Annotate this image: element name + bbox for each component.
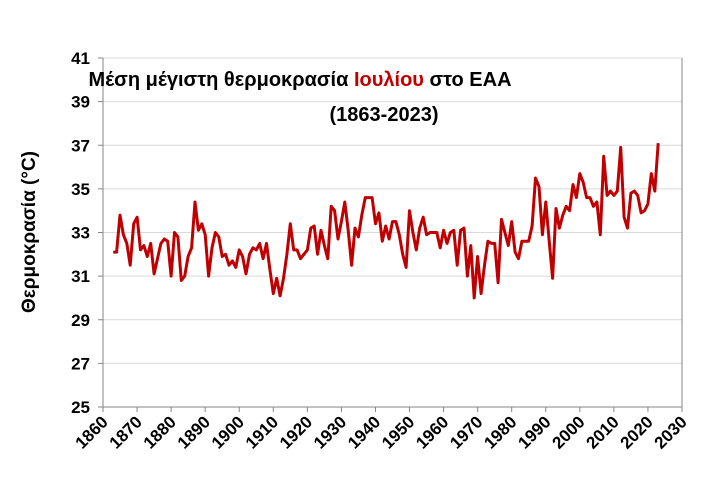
x-tick-label: 1900 bbox=[208, 412, 248, 452]
chart-subtitle: (1863-2023) bbox=[330, 104, 439, 126]
axes bbox=[98, 57, 683, 412]
title-part-3: στο ΕΑΑ bbox=[424, 69, 512, 91]
y-tick-label: 29 bbox=[71, 311, 90, 330]
x-tick-label: 1960 bbox=[412, 412, 452, 452]
y-tick-labels: 25 27 29 31 33 35 37 39 41 bbox=[71, 49, 90, 417]
title-part-1: Μέση μέγιστη θερμοκρασία bbox=[88, 69, 354, 91]
x-tick-label: 1950 bbox=[378, 412, 418, 452]
y-tick-label: 25 bbox=[71, 398, 90, 417]
y-tick-label: 31 bbox=[71, 267, 90, 286]
x-tick-label: 1890 bbox=[174, 412, 214, 452]
y-tick-label: 41 bbox=[71, 49, 90, 68]
x-tick-labels: 1860187018801890190019101920193019401950… bbox=[72, 412, 691, 452]
x-tick-label: 2020 bbox=[617, 412, 657, 452]
x-tick-label: 2030 bbox=[651, 412, 691, 452]
y-tick-label: 37 bbox=[71, 136, 90, 155]
y-axis-label: Θερμοκρασία (°C) bbox=[19, 151, 40, 313]
x-tick-label: 2000 bbox=[548, 412, 588, 452]
y-tick-label: 27 bbox=[71, 354, 90, 373]
y-tick-label: 33 bbox=[71, 224, 90, 243]
y-tick-label: 39 bbox=[71, 93, 90, 112]
x-tick-label: 1930 bbox=[310, 412, 350, 452]
gridlines bbox=[103, 57, 682, 364]
x-tick-label: 1910 bbox=[242, 412, 282, 452]
y-tick-label: 35 bbox=[71, 180, 90, 199]
x-tick-label: 1980 bbox=[480, 412, 520, 452]
x-tick-label: 1860 bbox=[72, 412, 112, 452]
x-tick-label: 1940 bbox=[344, 412, 384, 452]
x-tick-label: 1870 bbox=[106, 412, 146, 452]
series-line bbox=[113, 142, 660, 300]
title-highlight-month: Ιουλίου bbox=[354, 69, 424, 91]
x-tick-label: 1880 bbox=[140, 412, 180, 452]
chart-title: Μέση μέγιστη θερμοκρασία Ιουλίου στο ΕΑΑ bbox=[88, 69, 511, 91]
x-tick-label: 1920 bbox=[276, 412, 316, 452]
x-tick-label: 1990 bbox=[514, 412, 554, 452]
x-tick-label: 1970 bbox=[446, 412, 486, 452]
x-tick-label: 2010 bbox=[583, 412, 623, 452]
